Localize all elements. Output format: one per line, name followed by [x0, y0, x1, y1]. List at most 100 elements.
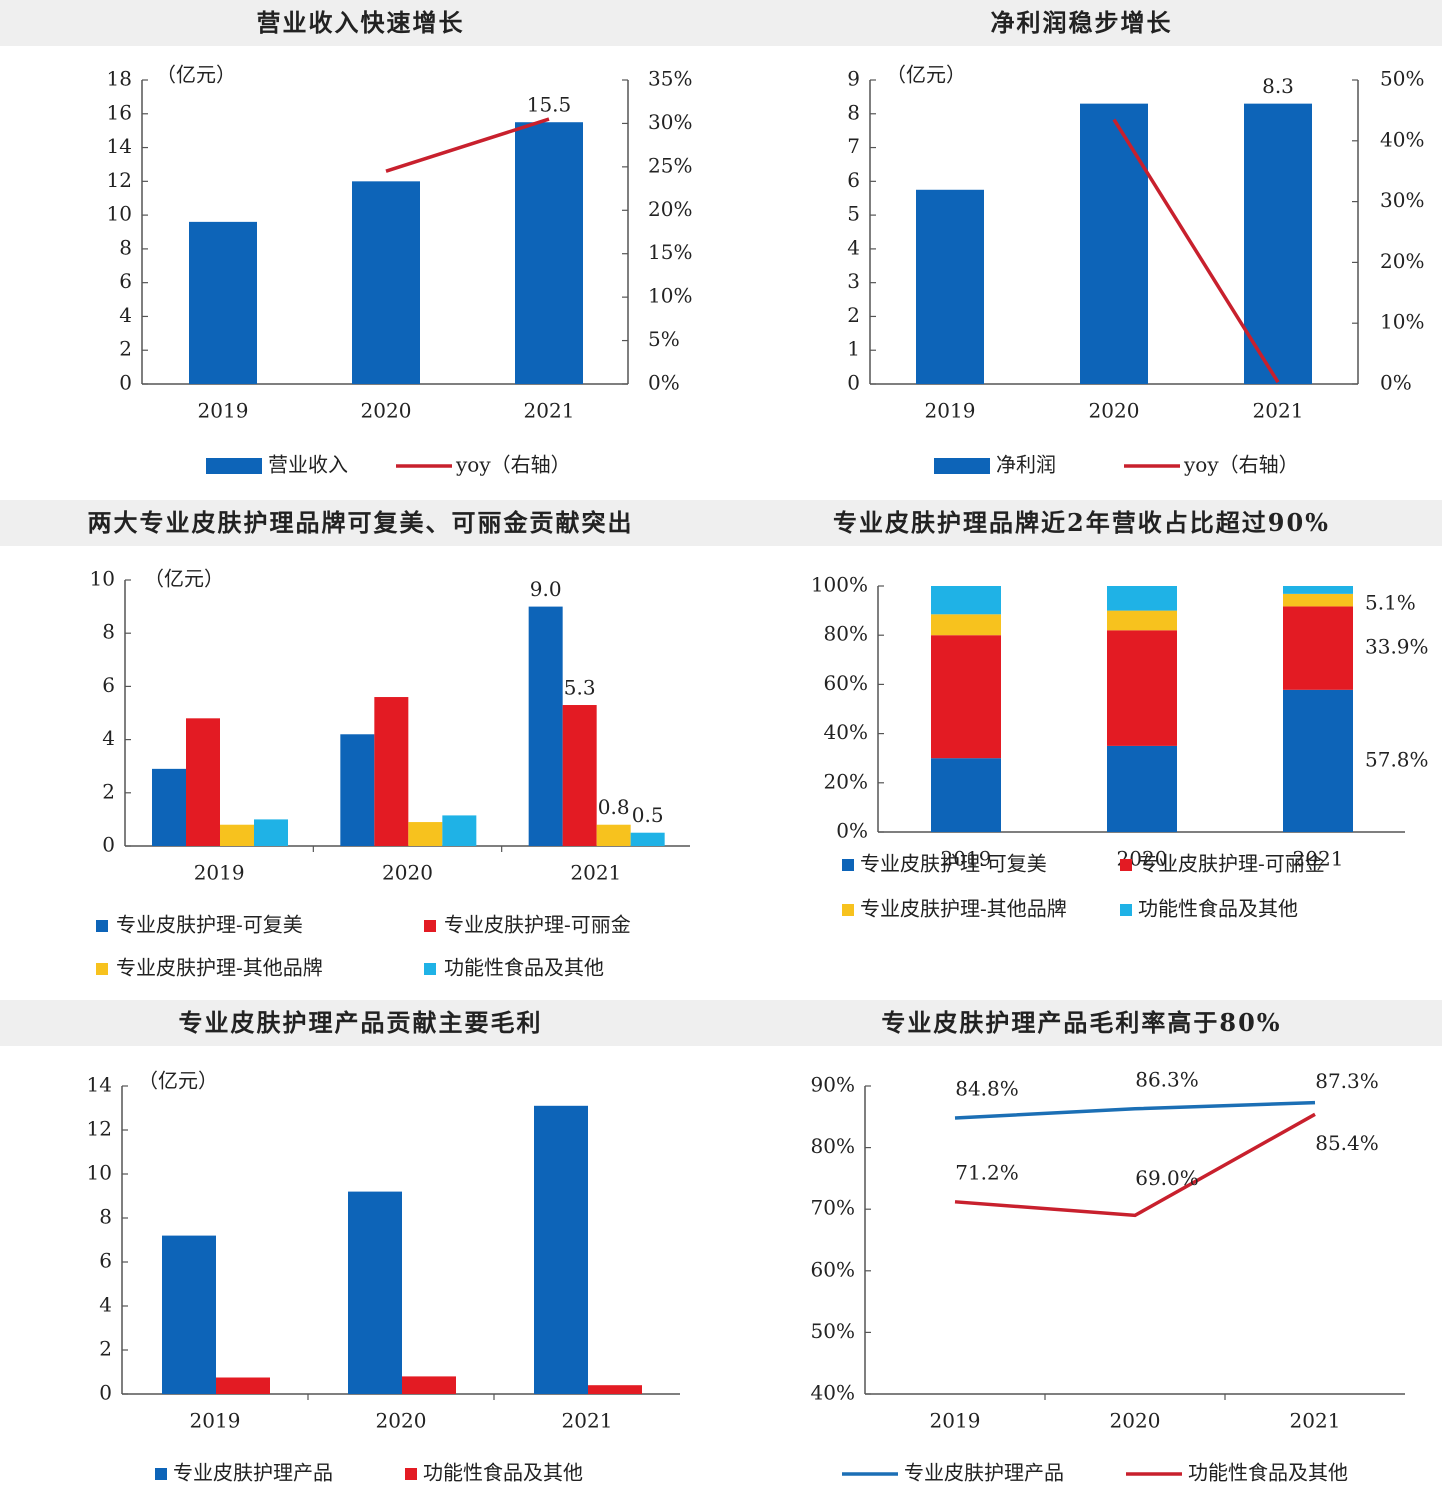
- unit-label: （亿元）: [156, 63, 236, 87]
- chart-title: 净利润稳步增长: [721, 0, 1442, 46]
- stack-2019-s1: [931, 635, 1001, 759]
- bar-2021-s0: [534, 1105, 588, 1394]
- y-tick-label: 20%: [824, 769, 868, 793]
- legend-label: 功能性食品及其他: [1188, 1461, 1348, 1485]
- data-label: 71.2%: [955, 1160, 1019, 1184]
- bar-2021: [515, 122, 583, 384]
- y-tick-label: 14: [87, 1073, 112, 1097]
- data-label: 8.3: [1262, 74, 1294, 98]
- y-tick-label: 8: [119, 235, 132, 259]
- yoy-line: [385, 117, 550, 173]
- stack-2021-s2: [1283, 593, 1353, 607]
- bar-2020-s1: [374, 697, 409, 846]
- y-tick-label: 0: [119, 371, 132, 395]
- panel-share: 专业皮肤护理品牌近2年营收占比超过90% 0% 20% 40% 60% 80% 100% 2…: [721, 500, 1442, 1000]
- data-label: 0.8: [598, 795, 630, 819]
- legend-swatch: [842, 859, 854, 871]
- data-label: 57.8%: [1365, 747, 1429, 771]
- y-tick-label: 3: [847, 269, 860, 293]
- legend-swatch: [424, 963, 436, 975]
- chart-title: 专业皮肤护理产品贡献主要毛利: [0, 1000, 721, 1046]
- x-tick-label: 2021: [1253, 399, 1304, 423]
- y-tick-label: 5: [847, 202, 860, 226]
- data-label: 33.9%: [1365, 635, 1429, 659]
- y-tick-label: 12: [87, 1117, 112, 1141]
- y-tick-label: 90%: [811, 1073, 855, 1097]
- net-profit-chart: 0 1 2 3 4 5 6 7 8 9 （亿元） 0% 10% 20% 30% 40% 50% 2019 2020 2…: [847, 63, 1424, 477]
- legend-swatch: [405, 1468, 417, 1480]
- y-tick-label: 7: [847, 134, 860, 158]
- y-tick-label: 6: [99, 1249, 112, 1273]
- stack-2020-s2: [1107, 610, 1177, 631]
- data-label: 5.1%: [1365, 591, 1416, 615]
- y-tick-label: 8: [102, 620, 115, 644]
- y-tick-label: 4: [99, 1293, 112, 1317]
- brands-chart: 0 2 4 6 8 10 （亿元） 2019 2020 2021 9.0 5.3 0.8 0.5 专业皮肤护…: [90, 567, 690, 980]
- x-tick-label: 2021: [562, 1409, 613, 1433]
- x-tick-label: 2019: [930, 1409, 981, 1433]
- data-label: 5.3: [564, 676, 596, 700]
- chart-title: 专业皮肤护理品牌近2年营收占比超过90%: [721, 500, 1442, 546]
- data-label: 86.3%: [1135, 1067, 1199, 1091]
- legend-label: 专业皮肤护理-可丽金: [1138, 852, 1325, 876]
- stack-2021-s3: [1283, 586, 1353, 594]
- y-tick-label: 40%: [811, 1381, 855, 1405]
- unit-label: （亿元）: [886, 63, 966, 87]
- y-tick-label: 9: [847, 67, 860, 91]
- y-tick-label: 2: [99, 1337, 112, 1361]
- y2-tick-label: 10%: [648, 284, 692, 308]
- legend-label: 专业皮肤护理产品: [904, 1461, 1064, 1485]
- y-tick-label: 2: [102, 779, 115, 803]
- y2-tick-label: 15%: [648, 240, 692, 264]
- legend-label: yoy（右轴）: [455, 453, 571, 477]
- legend-swatch: [424, 920, 436, 932]
- x-tick-label: 2021: [1290, 1409, 1341, 1433]
- x-tick-label: 2021: [1293, 847, 1344, 871]
- data-label: 69.0%: [1135, 1166, 1199, 1190]
- data-label: 85.4%: [1315, 1131, 1379, 1155]
- bar-2021-s3: [630, 832, 665, 846]
- panel-margin: 专业皮肤护理产品毛利率高于80% 40% 50% 60% 70% 80% 90% 2019 2…: [721, 1000, 1442, 1501]
- stack-2020-s1: [1107, 630, 1177, 746]
- chart-title: 两大专业皮肤护理品牌可复美、可丽金贡献突出: [0, 500, 721, 546]
- y-tick-label: 4: [119, 303, 132, 327]
- stack-2019-s3: [931, 586, 1001, 615]
- y-tick-label: 14: [107, 134, 132, 158]
- revenue-chart: 0 2 4 6 8 10 12 14 16 18 （亿元） 0% 5% 10% 15% 20% 25% 30% 35…: [107, 63, 693, 477]
- legend-label: 功能性食品及其他: [444, 956, 604, 980]
- legend-swatch: [842, 904, 854, 916]
- y-tick-label: 18: [107, 67, 132, 91]
- y-tick-label: 100%: [811, 573, 868, 597]
- bar-2019-s0: [162, 1235, 216, 1394]
- legend-label: 专业皮肤护理-可复美: [116, 913, 303, 937]
- bar-2019-s1: [186, 718, 220, 846]
- data-label: 0.5: [632, 803, 664, 827]
- y-tick-label: 80%: [811, 1134, 855, 1158]
- x-tick-label: 2020: [361, 399, 412, 423]
- gross-profit-chart: 0 2 4 6 8 10 12 14 （亿元） 2019 2020 2021 专业皮肤护理产品 功能性食品…: [87, 1069, 680, 1485]
- x-tick-label: 2021: [570, 861, 621, 885]
- bar-2021-s2: [596, 824, 631, 846]
- data-label: 87.3%: [1315, 1069, 1379, 1093]
- bar-2020: [352, 181, 420, 384]
- y2-tick-label: 35%: [648, 67, 692, 91]
- data-label: 84.8%: [955, 1077, 1019, 1101]
- legend-label: 专业皮肤护理产品: [173, 1461, 333, 1485]
- y2-tick-label: 25%: [648, 153, 692, 177]
- y-tick-label: 4: [847, 235, 860, 259]
- y2-tick-label: 0%: [1380, 371, 1412, 395]
- y2-tick-label: 20%: [1380, 249, 1424, 273]
- y2-tick-label: 40%: [1380, 127, 1424, 151]
- y2-tick-label: 10%: [1380, 310, 1424, 334]
- bar-2021: [1244, 103, 1312, 384]
- legend-swatch: [155, 1468, 167, 1480]
- legend-label: 功能性食品及其他: [1138, 897, 1298, 921]
- legend-swatch: [1120, 859, 1132, 871]
- margin-chart: 40% 50% 60% 70% 80% 90% 2019 2020 2021 84.8% 86.3%…: [811, 1067, 1405, 1485]
- y-tick-label: 6: [102, 673, 115, 697]
- y2-tick-label: 30%: [648, 110, 692, 134]
- bar-2020-s2: [408, 822, 443, 846]
- stack-2019-s2: [931, 614, 1001, 636]
- unit-label: （亿元）: [138, 1069, 218, 1093]
